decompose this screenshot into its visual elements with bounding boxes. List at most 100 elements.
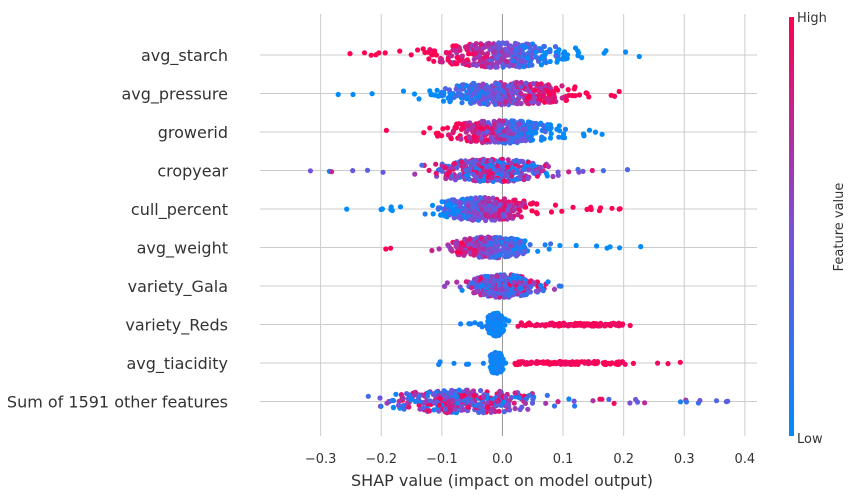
shap-dot <box>588 321 595 327</box>
x-axis: −0.3 −0.2 −0.1 0.0 0.1 0.2 0.3 0.4 <box>305 452 755 467</box>
x-tick-label: 0.2 <box>613 452 634 467</box>
shap-dot <box>464 94 470 101</box>
shap-dot <box>519 404 525 410</box>
shap-dot <box>451 160 457 167</box>
shap-dot <box>503 284 509 290</box>
shap-dot <box>531 280 537 286</box>
shap-dot <box>449 53 455 59</box>
shap-dot <box>563 359 569 365</box>
shap-dot <box>527 321 533 327</box>
shap-dot <box>429 92 435 98</box>
shap-dot <box>459 121 465 127</box>
shap-dot <box>534 169 540 175</box>
shap-dot <box>454 249 460 255</box>
shap-dot <box>547 135 554 141</box>
shap-dot <box>546 246 552 252</box>
shap-dot <box>580 168 586 174</box>
shap-dot <box>627 400 633 406</box>
shap-dot <box>393 391 399 397</box>
shap-dot <box>540 122 546 128</box>
shap-dot <box>554 59 560 65</box>
shap-dot <box>400 88 407 94</box>
shap-dot <box>465 213 471 219</box>
shap-dot <box>501 178 507 184</box>
shap-dot <box>665 361 671 367</box>
shap-dot <box>516 395 522 401</box>
shap-dot <box>409 397 415 403</box>
shap-dot <box>468 285 474 291</box>
shap-dot <box>507 407 513 413</box>
shap-dot <box>527 58 534 64</box>
shap-dot <box>378 403 384 409</box>
shap-dot <box>530 81 536 87</box>
shap-dot <box>503 394 509 400</box>
shap-dot <box>535 81 541 87</box>
shap-dot <box>450 402 456 408</box>
shap-dot <box>532 124 538 130</box>
shap-dot <box>514 129 520 135</box>
shap-dot <box>513 200 520 207</box>
shap-dot <box>501 129 507 135</box>
shap-dot <box>638 244 644 250</box>
shap-dot <box>473 196 479 202</box>
shap-dot <box>489 61 495 67</box>
shap-dot <box>502 249 509 255</box>
shap-dot <box>457 213 463 220</box>
shap-dot <box>510 85 516 91</box>
feature-labels: avg_starch avg_pressure growerid cropyear cu… <box>7 46 229 412</box>
shap-dot <box>624 167 631 173</box>
shap-dot <box>622 361 628 367</box>
shap-dot <box>535 100 542 107</box>
shap-dot <box>404 391 410 397</box>
shap-dot <box>507 397 513 403</box>
shap-dot <box>441 388 447 394</box>
shap-dot <box>397 48 403 54</box>
shap-dot <box>420 46 426 52</box>
shap-dot <box>457 204 463 210</box>
shap-dot <box>633 396 639 403</box>
shap-dot <box>533 49 539 55</box>
shap-dot <box>500 399 506 405</box>
shap-dot <box>486 94 492 100</box>
shap-dot <box>477 275 483 282</box>
shap-dot <box>478 135 484 141</box>
shap-dot <box>559 208 565 214</box>
shap-dot <box>435 205 441 211</box>
shap-dot <box>521 243 527 249</box>
shap-dot <box>480 291 487 298</box>
shap-dot <box>437 395 443 402</box>
shap-dot <box>445 132 452 138</box>
shap-dot <box>520 159 526 165</box>
shap-dot <box>505 236 511 243</box>
shap-dot <box>528 129 535 136</box>
shap-dot <box>572 403 578 409</box>
shap-dot <box>553 53 559 59</box>
shap-dot <box>472 165 479 171</box>
shap-dot <box>464 387 470 393</box>
shap-dot <box>365 393 371 399</box>
shap-dot <box>491 332 497 338</box>
shap-dot <box>390 405 397 411</box>
shap-dot <box>344 206 350 212</box>
shap-dot <box>505 157 511 163</box>
shap-dot <box>589 167 595 174</box>
shap-dot <box>496 122 502 128</box>
shap-dot <box>555 399 561 405</box>
feature-label: avg_pressure <box>121 85 228 105</box>
shap-dot <box>485 212 491 218</box>
shap-dot <box>496 331 502 337</box>
shap-dot <box>542 242 548 248</box>
shap-dot <box>514 79 520 85</box>
shap-dot <box>427 47 433 53</box>
shap-dot <box>490 130 496 136</box>
shap-dot <box>521 64 527 70</box>
shap-dot <box>561 51 567 57</box>
x-tick-label: 0.4 <box>735 452 756 467</box>
shap-dot <box>383 127 389 133</box>
shap-dot <box>497 201 503 207</box>
shap-dot <box>563 97 569 103</box>
shap-dot <box>677 359 683 365</box>
shap-dot <box>350 91 356 98</box>
shap-dot <box>494 96 501 102</box>
